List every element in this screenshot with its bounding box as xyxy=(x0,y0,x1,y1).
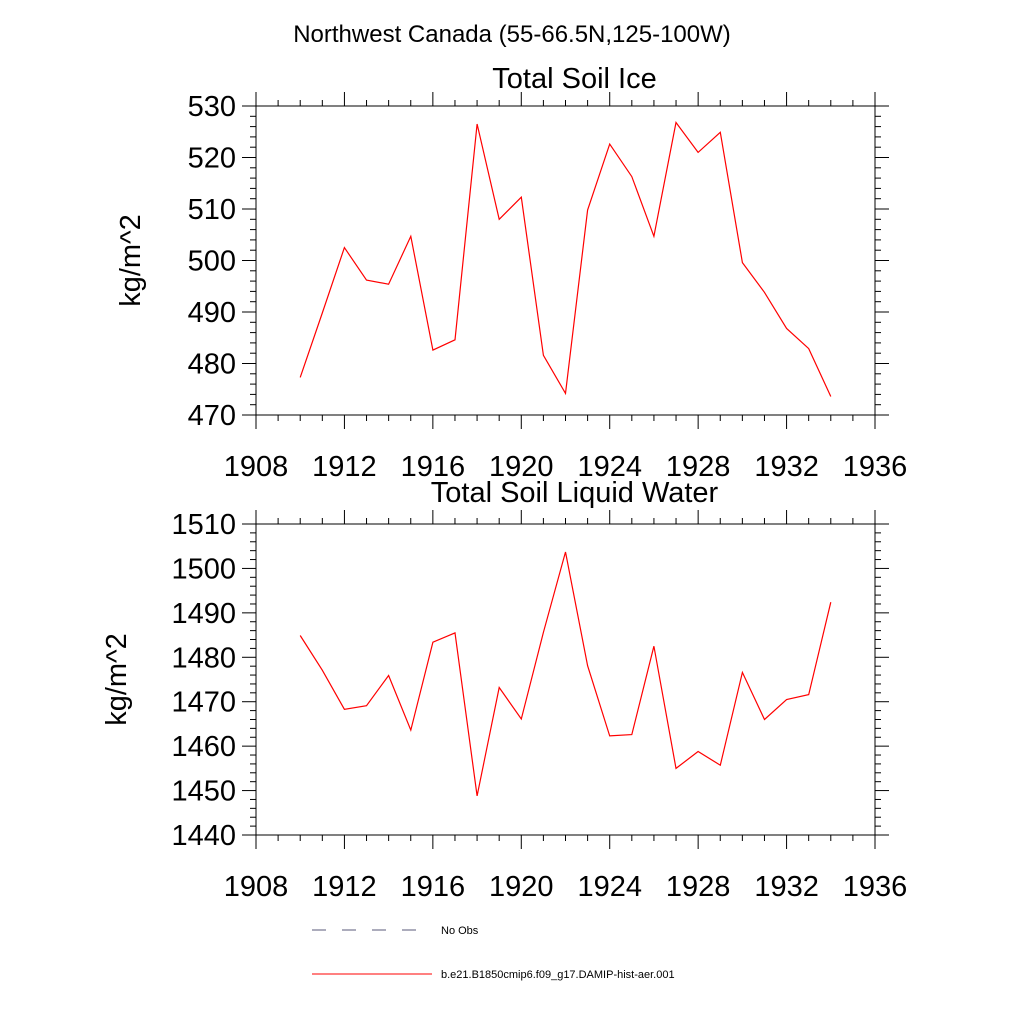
legend: No Obs b.e21.B1850cmip6.f09_g17.DAMIP-hi… xyxy=(312,925,675,981)
x-tick-label: 1920 xyxy=(489,451,554,483)
x-tick-label: 1916 xyxy=(401,871,466,903)
x-tick-label: 1908 xyxy=(224,871,289,903)
y-axis-label: kg/m^2 xyxy=(115,214,147,307)
x-tick-label: 1912 xyxy=(312,451,377,483)
y-tick-label: 1480 xyxy=(171,642,236,674)
y-tick-label: 1500 xyxy=(171,553,236,585)
legend-label-model: b.e21.B1850cmip6.f09_g17.DAMIP-hist-aer.… xyxy=(441,969,675,981)
y-tick-label: 500 xyxy=(188,246,236,278)
plot-frame xyxy=(255,105,876,416)
x-tick-label: 1936 xyxy=(843,871,908,903)
y-tick-label: 480 xyxy=(188,349,236,381)
x-tick-label: 1920 xyxy=(489,871,554,903)
x-tick-label: 1928 xyxy=(666,871,731,903)
y-tick-label: 1450 xyxy=(171,776,236,808)
x-tick-label: 1932 xyxy=(754,451,819,483)
y-tick-label: 530 xyxy=(188,91,236,123)
y-tick-label: 470 xyxy=(188,400,236,432)
x-tick-label: 1912 xyxy=(312,871,377,903)
x-tick-label: 1916 xyxy=(401,451,466,483)
y-axis-label: kg/m^2 xyxy=(101,633,133,726)
y-tick-label: 490 xyxy=(188,297,236,329)
y-tick-label: 510 xyxy=(188,194,236,226)
figure-title: Northwest Canada (55-66.5N,125-100W) xyxy=(293,21,731,48)
x-tick-label: 1924 xyxy=(577,451,642,483)
x-tick-label: 1932 xyxy=(754,871,819,903)
panel-title: Total Soil Liquid Water xyxy=(431,477,719,509)
panel-title: Total Soil Ice xyxy=(492,63,656,95)
plot-frame xyxy=(255,523,876,836)
panel-total-soil-ice: 1908 1912 1916 1920 1924 1928 1932 1936 470 480 49… xyxy=(115,63,907,483)
y-tick-label: 520 xyxy=(188,143,236,175)
y-tick-label: 1510 xyxy=(171,509,236,541)
x-tick-label: 1928 xyxy=(666,451,731,483)
x-tick-label: 1936 xyxy=(843,451,908,483)
series-line xyxy=(299,121,832,397)
y-tick-label: 1470 xyxy=(171,687,236,719)
y-tick-label: 1440 xyxy=(171,820,236,852)
panel-total-soil-liquid-water: 1908 1912 1916 1920 1924 1928 1932 1936 1440 1450… xyxy=(101,477,907,903)
legend-label-no-obs: No Obs xyxy=(441,925,479,937)
y-tick-label: 1490 xyxy=(171,598,236,630)
y-tick-label: 1460 xyxy=(171,731,236,763)
x-tick-label: 1908 xyxy=(224,451,289,483)
series-line xyxy=(299,551,832,797)
x-tick-label: 1924 xyxy=(577,871,642,903)
